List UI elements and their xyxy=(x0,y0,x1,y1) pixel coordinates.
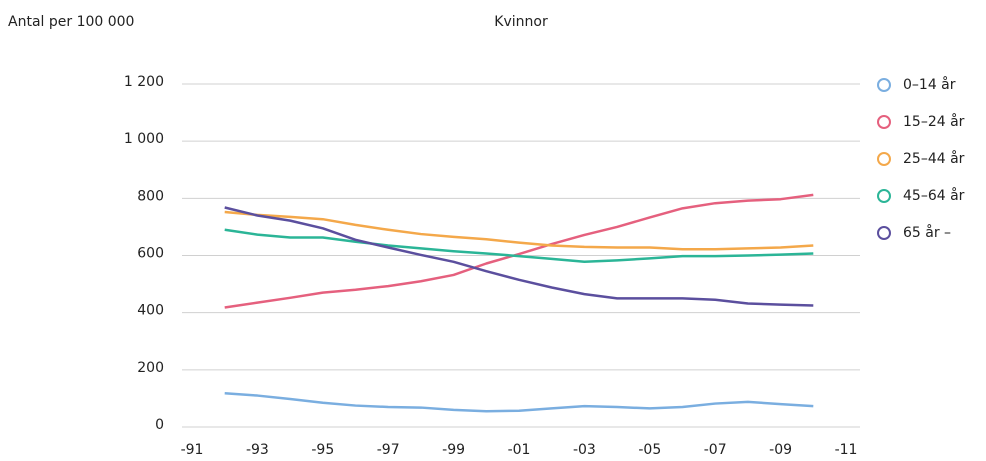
legend-marker xyxy=(877,78,891,92)
y-tick-label: 400 xyxy=(137,303,164,319)
x-tick-label: -05 xyxy=(638,442,661,458)
legend-marker xyxy=(877,152,891,166)
x-tick-label: -03 xyxy=(573,442,596,458)
x-tick-label: -93 xyxy=(246,442,269,458)
x-tick-label: -01 xyxy=(508,442,531,458)
line-series xyxy=(224,206,814,307)
legend-label: 65 år – xyxy=(903,224,951,241)
x-tick-label: -97 xyxy=(377,442,400,458)
y-tick-label: 200 xyxy=(137,360,164,376)
x-tick-label: -11 xyxy=(835,442,858,458)
line-series xyxy=(224,392,814,413)
legend-marker xyxy=(877,115,891,129)
line-series xyxy=(224,193,814,309)
y-tick-label: 1 000 xyxy=(124,131,164,147)
legend-label: 0–14 år xyxy=(903,76,956,93)
legend-label: 15–24 år xyxy=(903,113,965,130)
x-tick-label: -09 xyxy=(769,442,792,458)
y-axis-title: Antal per 100 000 xyxy=(8,14,134,30)
legend-marker xyxy=(877,189,891,203)
x-tick-label: -99 xyxy=(442,442,465,458)
chart-title: Kvinnor xyxy=(494,14,548,30)
line-series xyxy=(224,228,814,264)
line-series xyxy=(224,210,814,251)
y-tick-label: 600 xyxy=(137,246,164,262)
x-tick-label: -07 xyxy=(704,442,727,458)
y-tick-label: 1 200 xyxy=(124,74,164,90)
legend-marker xyxy=(877,226,891,240)
x-tick-label: -95 xyxy=(311,442,334,458)
y-tick-label: 0 xyxy=(155,417,164,433)
legend-label: 25–44 år xyxy=(903,150,965,167)
legend-label: 45–64 år xyxy=(903,187,965,204)
x-tick-label: -91 xyxy=(181,442,204,458)
y-tick-label: 800 xyxy=(137,188,164,204)
